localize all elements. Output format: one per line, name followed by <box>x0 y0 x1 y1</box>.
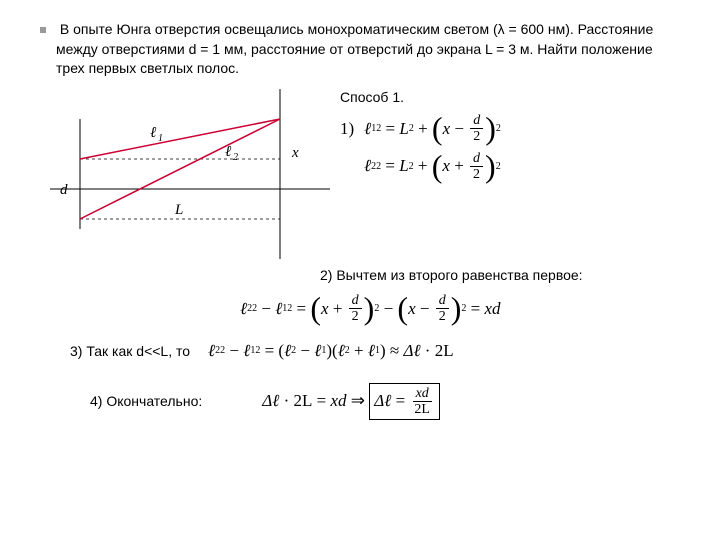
step3-text: 3) Так как d<<L, то <box>70 343 190 359</box>
svg-text:x: x <box>291 145 299 161</box>
bullet-icon <box>40 27 46 33</box>
svg-text:2: 2 <box>233 152 238 163</box>
svg-text:L: L <box>174 202 183 218</box>
step4-row: 4) Окончательно: Δℓ · 2L = xd ⇒ Δℓ = xd2… <box>90 377 680 427</box>
step2-text: 2) Вычтем из второго равенства первое: <box>320 267 680 283</box>
equation-1b: ℓ22 = L2 + (x + d2 )2 <box>364 151 680 183</box>
svg-text:1: 1 <box>158 133 163 144</box>
svg-text:d: d <box>60 182 68 198</box>
problem-statement: В опыте Юнга отверстия освещались монохр… <box>56 20 680 79</box>
svg-text:ℓ: ℓ <box>150 125 156 141</box>
equation-1a: 1) ℓ12 = L2 + (x − d2 )2 <box>340 113 680 145</box>
method-heading: Способ 1. <box>340 89 680 105</box>
eq1-number: 1) <box>340 119 354 139</box>
step4-text: 4) Окончательно: <box>90 393 202 409</box>
equation-4: Δℓ · 2L = xd ⇒ Δℓ = xd2L <box>262 383 440 421</box>
diagram: ℓ 1 ℓ 2 x d L <box>40 89 330 259</box>
equation-3: ℓ22 − ℓ12 = (ℓ2 − ℓ1)(ℓ2 + ℓ1) ≈ Δℓ · 2L <box>208 341 454 361</box>
step3-row: 3) Так как d<<L, то ℓ22 − ℓ12 = (ℓ2 − ℓ1… <box>70 335 680 367</box>
svg-text:ℓ: ℓ <box>225 144 231 160</box>
problem-text: В опыте Юнга отверстия освещались монохр… <box>56 21 653 76</box>
equation-2: ℓ22 − ℓ12 = (x + d2 )2 − (x − d2 )2 = xd <box>240 293 680 325</box>
